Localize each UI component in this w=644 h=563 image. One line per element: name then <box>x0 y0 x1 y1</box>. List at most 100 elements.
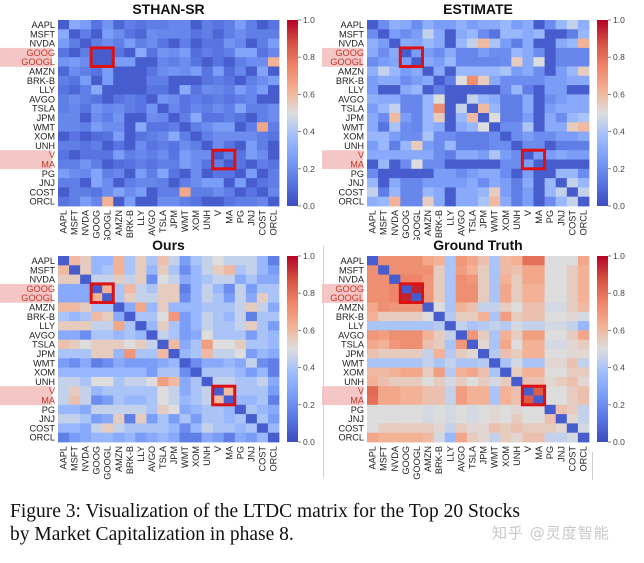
heatmap-cell-WMT-COST <box>566 122 579 132</box>
colorbar <box>287 256 298 442</box>
heatmap-cell-AAPL-GOOG <box>91 20 103 30</box>
heatmap-cell-PG-JNJ <box>245 168 258 179</box>
heatmap-cell-NVDA-PG <box>544 38 557 49</box>
heatmap-cell-XOM-UNH <box>201 367 214 378</box>
heatmap-cell-COST-MA <box>533 423 545 434</box>
heatmap-cell-WMT-NVDA <box>389 358 401 368</box>
heatmap-cell-UNH-ORCL <box>267 140 280 151</box>
x-tick-label-amzn: AMZN <box>114 446 124 472</box>
y-tick-label-xom: XOM <box>343 368 364 378</box>
heatmap-cell-NVDA-MA <box>223 274 236 285</box>
heatmap-cell-GOOGL-LLY <box>444 293 457 303</box>
heatmap-cell-AAPL-AAPL <box>367 256 379 266</box>
heatmap-cell-XOM-XOM <box>500 131 512 142</box>
heatmap-cell-ORCL-MSFT <box>69 432 81 443</box>
heatmap-cell-BRK-B-AAPL <box>367 75 379 86</box>
heatmap-cell-JPM-TSLA <box>157 113 169 123</box>
heatmap-cell-JPM-MA <box>223 113 236 123</box>
heatmap-cell-ORCL-TSLA <box>466 432 479 443</box>
heatmap-cell-AVGO-BRK-B <box>124 94 136 105</box>
heatmap-cell-GOOG-LLY <box>444 283 457 294</box>
heatmap-cell-PG-AAPL <box>58 404 70 415</box>
x-tick-label-lly: LLY <box>136 446 146 462</box>
heatmap-cell-JPM-UNH <box>511 349 523 359</box>
heatmap-cell-MSFT-AMZN <box>422 29 434 39</box>
heatmap-cell-GOOG-JPM <box>478 47 490 58</box>
heatmap-cell-PG-WMT <box>179 404 191 415</box>
colorbar-tick-label: 0.4 <box>303 127 315 137</box>
heatmap-cell-UNH-COST <box>566 140 579 151</box>
y-tick-label-goog: GOOG <box>335 284 364 294</box>
heatmap-cell-MA-AMZN <box>422 159 434 170</box>
chart-title-ground-truth: Ground Truth <box>433 237 522 253</box>
heatmap-cell-BRK-B-AAPL <box>58 75 70 86</box>
heatmap-cell-MSFT-COST <box>566 29 579 39</box>
heatmap-cell-JNJ-TSLA <box>466 178 479 188</box>
colorbar-tick-label: 0.4 <box>613 127 625 137</box>
heatmap-cell-JPM-GOOG <box>91 349 103 359</box>
heatmap-cell-V-NVDA <box>80 386 92 396</box>
heatmap-cell-NVDA-ORCL <box>577 274 590 285</box>
heatmap-cell-COST-JPM <box>478 423 490 434</box>
heatmap-cell-BRK-B-GOOGL <box>411 311 423 322</box>
heatmap-cell-XOM-COST <box>256 131 269 142</box>
x-tick-label-aapl: AAPL <box>368 446 378 470</box>
y-tick-label-jpm: JPM <box>346 349 364 359</box>
label-highlight-bg <box>0 386 52 396</box>
heatmap-cell-PG-GOOGL <box>102 168 114 179</box>
heatmap-cell-AVGO-AVGO <box>455 94 468 105</box>
heatmap-cell-NVDA-XOM <box>500 38 512 49</box>
heatmap-cell-BRK-B-TSLA <box>466 311 479 322</box>
heatmap-cell-NVDA-MSFT <box>69 274 81 285</box>
heatmap-cell-UNH-PG <box>234 376 247 387</box>
heatmap-cell-ORCL-XOM <box>500 196 512 207</box>
heatmap-cell-PG-MSFT <box>69 404 81 415</box>
x-tick-label-nvda: NVDA <box>390 209 400 235</box>
heatmap-cell-PG-AVGO <box>455 168 468 179</box>
heatmap-cell-V-BRK-B <box>433 150 446 160</box>
heatmap-cell-COST-WMT <box>179 187 191 198</box>
heatmap-cell-LLY-PG <box>234 85 247 95</box>
heatmap-cell-V-JNJ <box>245 386 258 396</box>
heatmap-cell-AAPL-PG <box>544 20 557 30</box>
heatmap-cell-JNJ-AMZN <box>113 178 125 188</box>
heatmap-cell-V-NVDA <box>389 386 401 396</box>
heatmap-cell-JNJ-PG <box>234 178 247 188</box>
heatmap-cell-XOM-AAPL <box>367 131 379 142</box>
heatmap-cell-JNJ-XOM <box>500 414 512 424</box>
heatmap-cell-TSLA-COST <box>256 339 269 350</box>
heatmap-cell-V-BRK-B <box>124 386 136 396</box>
heatmap-cell-PG-V <box>522 404 534 415</box>
heatmap-cell-ORCL-MSFT <box>378 196 390 207</box>
heatmap-cell-GOOG-MA <box>223 47 236 58</box>
heatmap-cell-GOOGL-PG <box>234 57 247 67</box>
label-highlight-bg <box>322 150 363 160</box>
heatmap-cell-MSFT-AVGO <box>455 29 468 39</box>
heatmap-cell-JNJ-NVDA <box>80 178 92 188</box>
heatmap-cell-JNJ-AVGO <box>455 414 468 424</box>
x-tick-label-ma: MA <box>224 209 234 224</box>
heatmap-cell-PG-COST <box>256 168 269 179</box>
x-tick-label-xom: XOM <box>501 446 511 467</box>
x-tick-label-xom: XOM <box>191 210 201 231</box>
heatmap-cell-NVDA-BRK-B <box>124 274 136 285</box>
heatmap-cell-LLY-WMT <box>179 321 191 331</box>
heatmap-cell-JPM-JNJ <box>555 349 568 359</box>
heatmap-cell-JPM-NVDA <box>80 349 92 359</box>
heatmap-cell-TSLA-V <box>522 339 534 350</box>
y-tick-label-jpm: JPM <box>346 113 364 123</box>
heatmap-cell-GOOG-AAPL <box>58 47 70 58</box>
heatmap-cell-ORCL-PG <box>544 432 557 443</box>
heatmap-cell-BRK-B-PG <box>234 75 247 86</box>
heatmap-cell-ORCL-UNH <box>201 196 214 207</box>
heatmap-cell-GOOG-GOOG <box>400 47 412 58</box>
heatmap-cell-LLY-COST <box>566 85 579 95</box>
heatmap-cell-V-UNH <box>511 150 523 160</box>
heatmap-cell-ORCL-LLY <box>444 432 457 443</box>
heatmap-cell-GOOGL-AVGO <box>455 57 468 67</box>
heatmap-cell-JNJ-COST <box>256 414 269 424</box>
heatmap-cell-GOOG-JNJ <box>245 47 258 58</box>
heatmap-cell-JNJ-COST <box>566 178 579 188</box>
heatmap-cell-JPM-BRK-B <box>433 113 446 123</box>
heatmap-cell-GOOG-WMT <box>179 47 191 58</box>
